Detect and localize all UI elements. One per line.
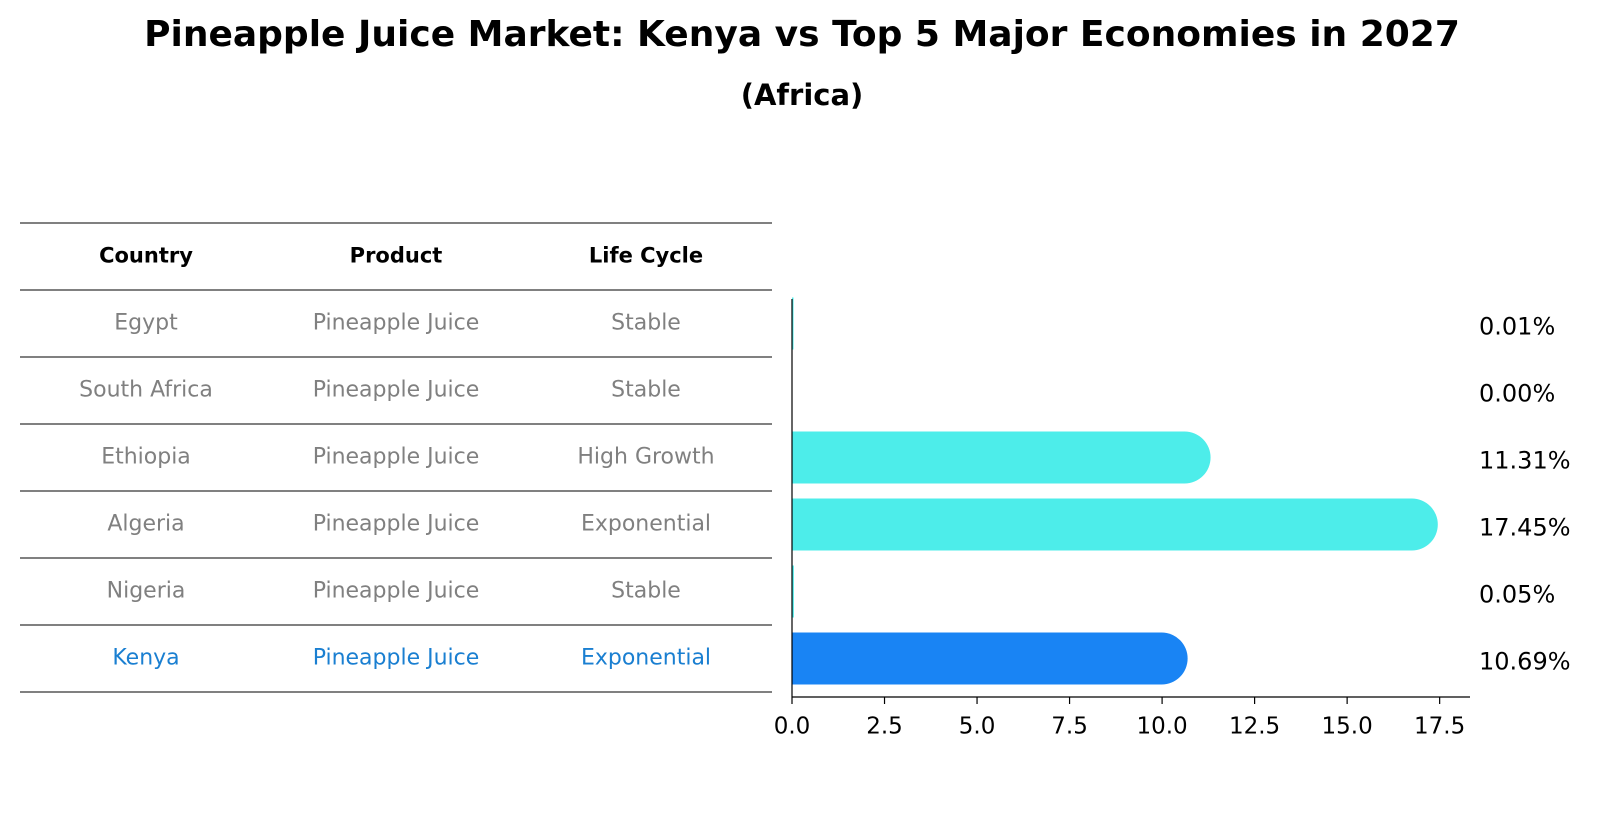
table-cell-life-cycle: Stable	[611, 311, 681, 336]
table-cell-product: Pineapple Juice	[313, 445, 480, 470]
table-cell-country: South Africa	[79, 378, 213, 403]
table-cell-life-cycle: Exponential	[581, 646, 711, 671]
table-cell-product: Pineapple Juice	[313, 579, 480, 604]
table-cell-life-cycle: Stable	[611, 378, 681, 403]
table-cell-life-cycle: Stable	[611, 579, 681, 604]
table-cell-product: Pineapple Juice	[313, 311, 480, 336]
table-cell-country: Egypt	[114, 311, 178, 336]
bar-value-label: 0.00%	[1479, 380, 1555, 408]
table-cell-life-cycle: High Growth	[577, 445, 714, 470]
x-tick-label: 0.0	[774, 714, 811, 740]
bar-value-label: 10.69%	[1479, 648, 1571, 676]
table-cell-country: Nigeria	[107, 579, 186, 604]
x-axis: 0.0 2.5 5.0 7.5 10.0 12.5 15.0 17.5	[774, 299, 1470, 740]
bar-value-label: 17.45%	[1479, 514, 1571, 542]
table-cell-product: Pineapple Juice	[313, 512, 480, 537]
x-tick-label: 10.0	[1136, 714, 1187, 740]
x-tick-label: 5.0	[959, 714, 996, 740]
bar-algeria	[792, 498, 1438, 551]
chart-title: Pineapple Juice Market: Kenya vs Top 5 M…	[144, 14, 1460, 55]
bar-value-label: 11.31%	[1479, 447, 1571, 475]
bar-ethiopia	[792, 431, 1211, 484]
chart-subtitle: (Africa)	[740, 78, 864, 112]
bar-nigeria	[792, 565, 794, 618]
bar-value-label: 0.01%	[1479, 313, 1555, 341]
bar-value-label: 0.05%	[1479, 581, 1555, 609]
bar-kenya	[792, 632, 1188, 685]
table-cell-product: Pineapple Juice	[313, 378, 480, 403]
x-tick-label: 7.5	[1051, 714, 1088, 740]
bar-egypt	[792, 297, 794, 350]
x-tick-label: 12.5	[1229, 714, 1280, 740]
bar-chart: 0.01% 0.00% 11.31% 17.45% 0.05% 10.69%	[792, 297, 1571, 685]
x-tick-label: 17.5	[1414, 714, 1465, 740]
table-cell-country: Kenya	[112, 646, 179, 671]
table-header-cell: Life Cycle	[589, 244, 703, 268]
table-header-cell: Product	[350, 244, 443, 268]
x-tick-label: 15.0	[1322, 714, 1373, 740]
table-header-cell: Country	[99, 244, 193, 268]
country-table: Country Product Life Cycle Egypt Pineapple J…	[20, 222, 772, 693]
x-tick-label: 2.5	[866, 714, 903, 740]
table-cell-life-cycle: Exponential	[581, 512, 711, 537]
table-cell-country: Algeria	[107, 512, 184, 537]
table-cell-product: Pineapple Juice	[313, 646, 480, 671]
table-cell-country: Ethiopia	[101, 445, 191, 470]
